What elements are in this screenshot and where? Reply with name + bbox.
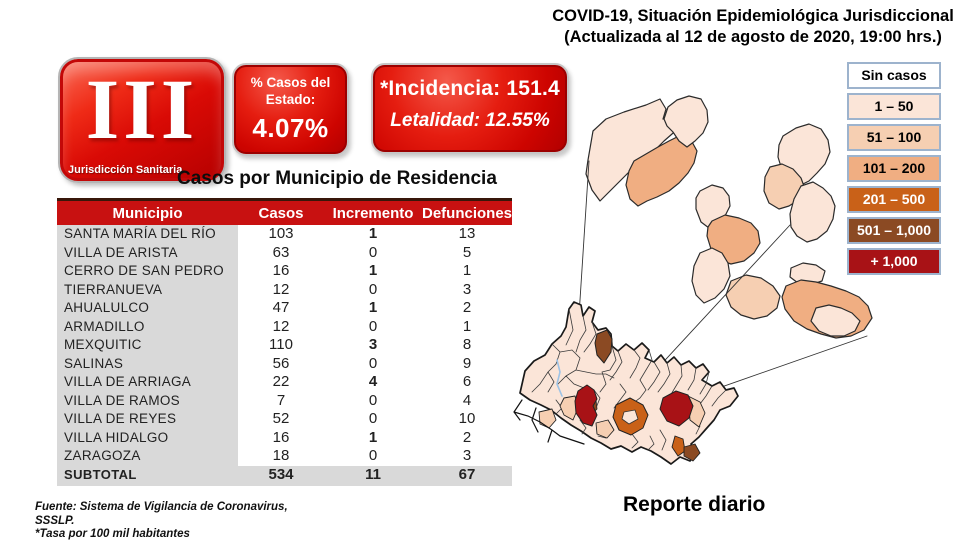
state-municipality (789, 262, 826, 286)
table-title: Casos por Municipio de Residencia (177, 168, 497, 189)
table-row: VILLA DE ARISTA 63 0 5 (57, 243, 512, 262)
page-title: COVID-19, Situación Epidemiológica Juris… (538, 6, 968, 49)
table-row: CERRO DE SAN PEDRO 16 1 1 (57, 262, 512, 281)
jurisdiction-numeral: III (85, 61, 199, 157)
cases-table: Municipio Casos Incremento Defunciones S… (57, 198, 512, 486)
state-municipality (691, 247, 731, 304)
table-row: TIERRANUEVA 12 0 3 (57, 280, 512, 299)
river-line (556, 359, 563, 397)
col-incremento: Incremento (324, 198, 422, 225)
legend-item: 51 – 100 (847, 124, 941, 151)
subtotal-casos: 534 (238, 465, 324, 486)
table-row: VILLA DE REYES 52 0 10 (57, 410, 512, 429)
table-row: SALINAS 56 0 9 (57, 354, 512, 373)
page-title-line1: COVID-19, Situación Epidemiológica Juris… (552, 7, 954, 25)
table-row: ZARAGOZA 18 0 3 (57, 447, 512, 466)
incidence-value: *Incidencia: 151.4 (380, 77, 560, 100)
cases-table-header: Municipio Casos Incremento Defunciones (57, 198, 512, 225)
col-casos: Casos (238, 198, 324, 225)
table-row: VILLA DE RAMOS 7 0 4 (57, 391, 512, 410)
state-municipality (663, 95, 709, 148)
jurisdiction-label: Jurisdicción Sanitaria (68, 164, 183, 176)
cluster-region-501-1000 (683, 443, 701, 462)
subtotal-incremento: 11 (324, 465, 422, 486)
cluster-region-sin-casos (621, 409, 639, 425)
table-row: VILLA DE ARRIAGA 22 4 6 (57, 373, 512, 392)
subtotal-row: SUBTOTAL 534 11 67 (57, 465, 512, 486)
subtotal-defunciones: 67 (422, 465, 512, 486)
legend-item: Sin casos (847, 62, 941, 89)
subtotal-label: SUBTOTAL (57, 465, 238, 486)
percent-cases-label: % Casos del Estado: (250, 75, 331, 107)
legend-item: 1 – 50 (847, 93, 941, 120)
cases-table-body: SANTA MARÍA DEL RÍO 103 1 13 VILLA DE ARISTA… (57, 225, 512, 466)
legend-item: + 1,000 (847, 248, 941, 275)
state-municipality (585, 98, 682, 202)
road-line (513, 399, 585, 445)
cluster-region-51-100 (559, 395, 579, 421)
table-row: MEXQUITIC 110 3 8 (57, 336, 512, 355)
cluster-region-51-100 (595, 419, 615, 439)
source-footnote: Fuente: Sistema de Vigilancia de Coronav… (35, 501, 288, 540)
lethality-value: Letalidad: 12.55% (390, 110, 550, 131)
map-legend: Sin casos 1 – 50 51 – 100 101 – 200 201 – 50… (847, 62, 941, 279)
cluster-region-201-500 (671, 435, 686, 457)
state-municipality (810, 304, 861, 337)
state-municipality (725, 274, 781, 320)
col-defunciones: Defunciones (422, 198, 512, 225)
callout-line (642, 224, 791, 385)
legend-item: 101 – 200 (847, 155, 941, 182)
cluster-region-1000plus (659, 390, 694, 427)
percent-cases-value: 4.07% (252, 113, 329, 143)
cluster-region-501-1000 (594, 329, 613, 364)
col-municipio: Municipio (57, 198, 238, 225)
table-row: ARMADILLO 12 0 1 (57, 317, 512, 336)
cluster-region-51-100 (538, 408, 557, 429)
jurisdiction-cluster-outline (519, 301, 739, 465)
percent-cases-box: % Casos del Estado: 4.07% (232, 63, 349, 156)
incidence-box: *Incidencia: 151.4 Letalidad: 12.55% (371, 63, 569, 154)
table-row: SANTA MARÍA DEL RÍO 103 1 13 (57, 225, 512, 244)
table-row: AHUALULCO 47 1 2 (57, 299, 512, 318)
table-row: VILLA HIDALGO 16 1 2 (57, 428, 512, 447)
page-title-line2: (Actualizada al 12 de agosto de 2020, 19… (564, 28, 942, 47)
report-type-label: Reporte diario (623, 493, 766, 516)
callout-line (577, 160, 590, 332)
legend-item: 201 – 500 (847, 186, 941, 213)
legend-item: 501 – 1,000 (847, 217, 941, 244)
state-map-svg (513, 95, 873, 465)
state-municipality (625, 134, 698, 207)
jurisdiction-badge: III Jurisdicción Sanitaria (58, 57, 226, 183)
cluster-region-1000plus (574, 384, 598, 427)
state-municipality (789, 181, 836, 243)
